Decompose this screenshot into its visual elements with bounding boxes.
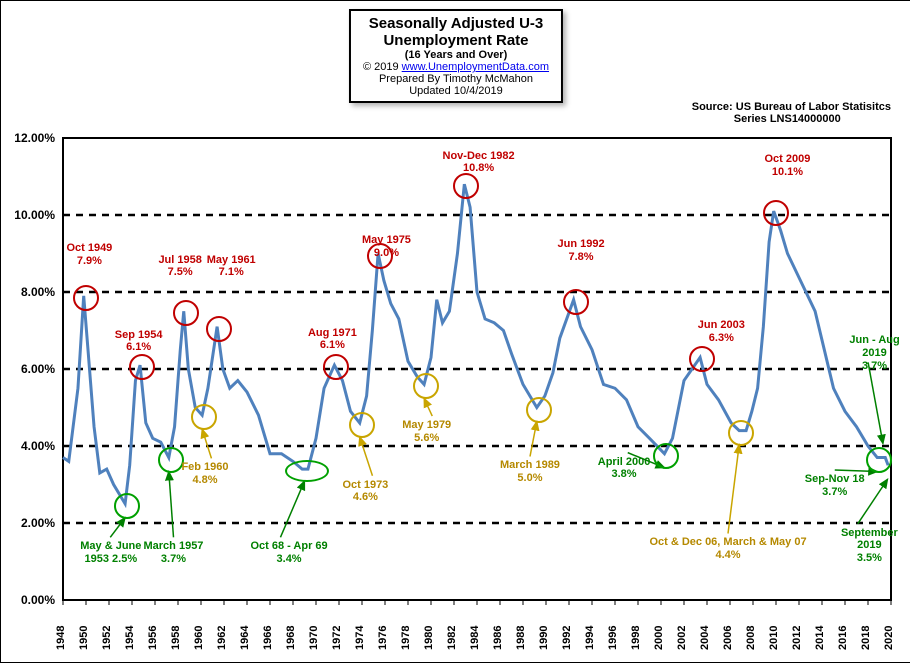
x-axis: 1948195019521954195619581960196219641966… (63, 604, 891, 656)
x-tick: 1958 (170, 626, 182, 650)
data-line (63, 184, 888, 504)
x-tick: 1992 (561, 626, 573, 650)
marker-ring (367, 243, 393, 269)
x-tick: 1950 (78, 626, 90, 650)
x-tick: 2014 (814, 626, 826, 650)
x-tick: 1998 (630, 626, 642, 650)
y-tick: 0.00% (21, 593, 55, 607)
x-tick: 1954 (124, 626, 136, 650)
unemployment-chart: Seasonally Adjusted U-3 Unemployment Rat… (0, 0, 910, 663)
x-tick: 1952 (101, 626, 113, 650)
y-tick: 12.00% (14, 131, 55, 145)
marker-ring (763, 200, 789, 226)
x-tick: 1994 (584, 626, 596, 650)
y-axis: 0.00%2.00%4.00%6.00%8.00%10.00%12.00% (1, 138, 59, 600)
x-tick: 1990 (538, 626, 550, 650)
prepared-by: Prepared By Timothy McMahon (363, 73, 549, 85)
title-box: Seasonally Adjusted U-3 Unemployment Rat… (349, 9, 563, 103)
x-tick: 1960 (193, 626, 205, 650)
x-tick: 1984 (469, 626, 481, 650)
x-tick: 1970 (308, 626, 320, 650)
marker-ring (728, 420, 754, 446)
x-tick: 1978 (400, 626, 412, 650)
x-tick: 1996 (607, 626, 619, 650)
y-tick: 4.00% (21, 439, 55, 453)
marker-ring (349, 412, 375, 438)
marker-ring (158, 447, 184, 473)
x-tick: 2008 (745, 626, 757, 650)
marker-ring (173, 300, 199, 326)
y-tick: 8.00% (21, 285, 55, 299)
x-tick: 1956 (147, 626, 159, 650)
x-tick: 1980 (423, 626, 435, 650)
marker-ring (114, 493, 140, 519)
x-tick: 2016 (837, 626, 849, 650)
copyright: © 2019 www.UnemploymentData.com (363, 61, 549, 73)
x-tick: 2002 (676, 626, 688, 650)
x-tick: 2010 (768, 626, 780, 650)
x-tick: 1982 (446, 626, 458, 650)
x-tick: 1968 (285, 626, 297, 650)
x-tick: 2020 (883, 626, 895, 650)
x-tick: 1972 (331, 626, 343, 650)
x-tick: 2012 (791, 626, 803, 650)
x-tick: 2006 (722, 626, 734, 650)
x-tick: 1976 (377, 626, 389, 650)
marker-ring (206, 316, 232, 342)
x-tick: 1962 (216, 626, 228, 650)
title-2: Unemployment Rate (363, 32, 549, 49)
y-tick: 10.00% (14, 208, 55, 222)
x-tick: 2004 (699, 626, 711, 650)
x-tick: 1988 (515, 626, 527, 650)
x-tick: 1966 (262, 626, 274, 650)
marker-ring (866, 447, 892, 473)
marker-ring (563, 289, 589, 315)
marker-ring (129, 354, 155, 380)
subtitle: (16 Years and Over) (363, 49, 549, 61)
title-1: Seasonally Adjusted U-3 (363, 15, 549, 32)
y-tick: 2.00% (21, 516, 55, 530)
x-tick: 1986 (492, 626, 504, 650)
source-text: Source: US Bureau of Labor Statisitcs Se… (692, 101, 891, 125)
x-tick: 1964 (239, 626, 251, 650)
y-tick: 6.00% (21, 362, 55, 376)
marker-ring (73, 285, 99, 311)
marker-ring (285, 460, 329, 482)
marker-ring (653, 443, 679, 469)
updated: Updated 10/4/2019 (363, 85, 549, 97)
x-tick: 2018 (860, 626, 872, 650)
marker-ring (526, 397, 552, 423)
x-tick: 1974 (354, 626, 366, 650)
x-tick: 2000 (653, 626, 665, 650)
x-tick: 1948 (55, 626, 67, 650)
